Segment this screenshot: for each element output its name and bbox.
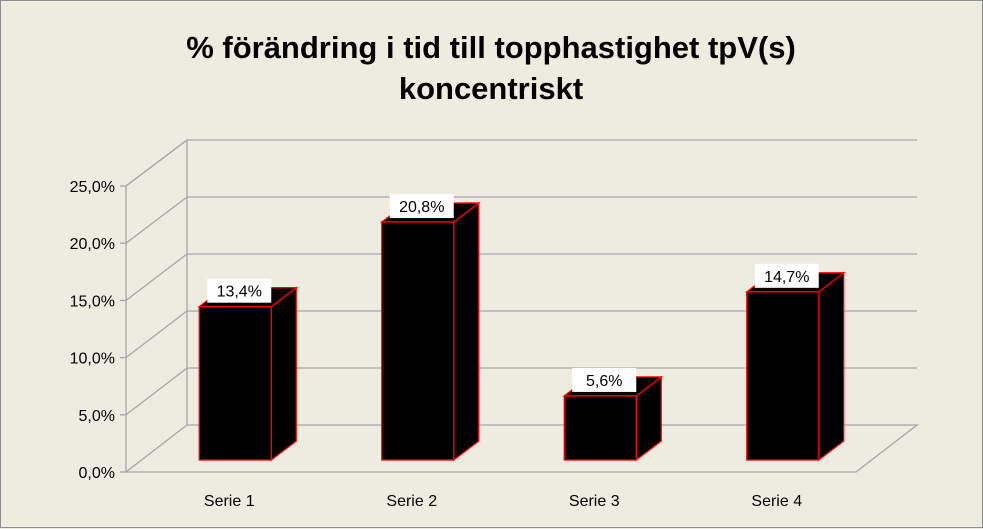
bar-front <box>746 291 820 461</box>
data-label-box <box>207 278 272 303</box>
data-label-box <box>572 367 637 392</box>
bar-side <box>453 201 480 462</box>
y-axis: 0,0% 5,0% 10,0% 15,0% 20,0% 25,0% <box>70 179 126 482</box>
data-label: 20,8% <box>399 199 444 216</box>
x-category-label: Serie 4 <box>751 493 802 510</box>
x-category-label: Serie 3 <box>569 493 620 510</box>
y-tick-label: 0,0% <box>79 465 115 482</box>
gridline <box>125 367 917 416</box>
bar-front <box>198 306 272 461</box>
bar-front <box>563 395 637 461</box>
data-label: 13,4% <box>217 284 262 301</box>
floor <box>124 424 919 473</box>
data-label: 14,7% <box>764 269 809 286</box>
gridlines <box>125 139 917 416</box>
x-category-label: Serie 1 <box>204 493 255 510</box>
chart-title-line-1: % förändring i tid till topphastighet tp… <box>186 30 796 65</box>
y-tick-label: 15,0% <box>70 293 115 310</box>
x-axis: Serie 1 Serie 2 Serie 3 Serie 4 <box>204 493 802 510</box>
bar: 20,8% <box>379 194 481 462</box>
x-category-label: Serie 2 <box>386 493 437 510</box>
y-tick-label: 20,0% <box>70 236 115 253</box>
chart-title-line-2: koncentriskt <box>399 71 583 106</box>
data-label-box <box>389 194 454 219</box>
bar-side <box>270 286 297 462</box>
gridline <box>125 139 917 187</box>
bar: 5,6% <box>562 367 664 462</box>
data-label: 5,6% <box>586 373 622 390</box>
bars: 13,4% 20,8% 5,6% 14,7% <box>197 194 846 462</box>
y-tick-label: 10,0% <box>70 351 115 368</box>
y-tick-label: 5,0% <box>79 408 115 425</box>
gridline <box>125 196 917 244</box>
gridline <box>125 253 917 301</box>
data-label-box <box>754 263 819 288</box>
y-tick-label: 25,0% <box>70 179 115 196</box>
bar: 14,7% <box>744 263 846 462</box>
gridline <box>125 310 917 359</box>
bar-front <box>381 221 455 461</box>
bar-side <box>818 271 845 462</box>
bar: 13,4% <box>197 278 299 462</box>
